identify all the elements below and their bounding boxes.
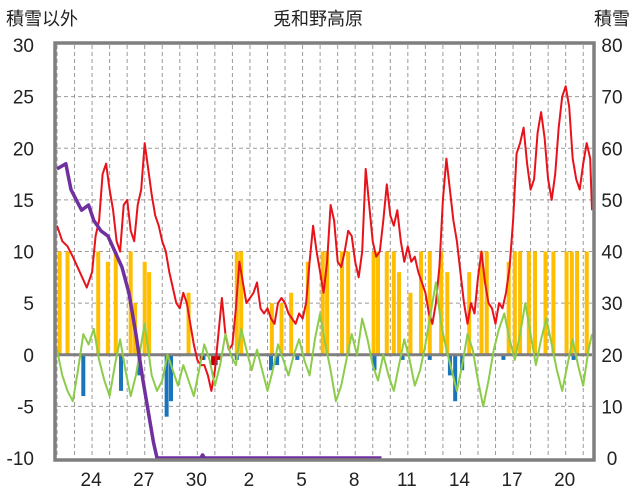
y-tick-label-left: -10	[7, 449, 34, 470]
right-axis-label: 積雪	[594, 9, 630, 30]
y-tick-label-right: 70	[601, 88, 622, 109]
bar	[211, 354, 216, 366]
bar	[439, 251, 444, 355]
bar	[584, 251, 589, 355]
bar	[295, 354, 300, 360]
bar	[164, 354, 169, 417]
bar	[445, 272, 450, 355]
x-tick-label: 2	[244, 470, 255, 491]
y-tick-label-right: 60	[601, 139, 622, 160]
bar	[147, 272, 152, 355]
bar	[305, 261, 310, 355]
series-line	[56, 85, 593, 392]
bar	[427, 251, 432, 355]
bar	[484, 251, 489, 355]
bar	[325, 251, 330, 355]
x-tick-label: 20	[554, 470, 575, 491]
bar	[397, 272, 402, 355]
bar	[81, 354, 86, 397]
y-tick-label-right: 80	[601, 36, 622, 57]
x-tick-label: 8	[349, 470, 360, 491]
bar	[418, 251, 423, 355]
bar	[113, 251, 118, 355]
y-tick-label-left: 25	[13, 88, 34, 109]
x-tick-label: 30	[186, 470, 207, 491]
series-line	[56, 161, 382, 460]
y-tick-label-left: 15	[13, 191, 34, 212]
x-axis-ticks: 24 27 30 2 5 8 11 14 17 20	[81, 470, 576, 491]
bar	[57, 251, 62, 355]
bar	[275, 354, 280, 366]
y-tick-label-left: 5	[23, 294, 34, 315]
y-tick-label-right: 50	[601, 191, 622, 212]
bar	[96, 251, 101, 355]
bar	[186, 292, 191, 355]
y-tick-label-left: 30	[13, 36, 34, 57]
bar	[119, 354, 124, 391]
line-series-layer	[56, 85, 593, 460]
bar	[65, 251, 70, 355]
bar	[372, 354, 377, 371]
y-tick-label-left: 10	[13, 243, 34, 264]
bar	[479, 251, 484, 355]
bar	[543, 251, 548, 355]
bar	[408, 292, 413, 355]
bar	[391, 251, 396, 355]
x-tick-label: 24	[81, 470, 103, 491]
bar	[279, 303, 284, 355]
bar	[427, 354, 432, 360]
plot-frame	[53, 41, 596, 462]
bar	[564, 251, 569, 355]
left-y-axis-ticks: -10 -5 0 5 10 15 20 25 30	[7, 36, 34, 470]
bar	[571, 354, 576, 360]
x-tick-label: 11	[397, 470, 417, 491]
bar	[376, 251, 380, 355]
bar	[239, 251, 244, 355]
x-tick-label: 5	[296, 470, 307, 491]
bar	[346, 251, 351, 355]
bar	[506, 261, 511, 355]
bar	[340, 251, 345, 355]
bar	[105, 261, 110, 355]
bar	[512, 251, 517, 355]
bar	[569, 251, 574, 355]
series-line	[56, 281, 593, 408]
bar	[269, 354, 273, 371]
bar	[453, 354, 458, 402]
right-y-axis-ticks: 0 10 20 30 40 50 60 70 80	[601, 36, 622, 470]
y-tick-label-right: 30	[601, 294, 622, 315]
chart-title: 兎和野高原	[273, 9, 363, 30]
bar	[320, 251, 325, 355]
bar	[371, 251, 376, 355]
bar	[518, 251, 523, 355]
bar	[216, 354, 221, 360]
x-tick-label: 17	[501, 470, 522, 491]
bar	[289, 292, 294, 355]
bar	[169, 354, 174, 402]
y-tick-label-right: 0	[607, 449, 618, 470]
bar	[269, 303, 274, 355]
y-tick-label-left: 0	[23, 346, 34, 367]
bar	[501, 354, 506, 360]
bar	[575, 251, 580, 355]
x-tick-label: 14	[449, 470, 471, 491]
bar	[384, 251, 389, 355]
left-axis-label: 積雪以外	[6, 9, 78, 30]
y-tick-label-left: -5	[17, 397, 34, 418]
x-tick-label: 27	[133, 470, 154, 491]
bar	[526, 251, 531, 355]
bar	[400, 354, 405, 360]
y-tick-label-right: 20	[601, 346, 622, 367]
y-tick-label-left: 20	[13, 139, 34, 160]
y-tick-label-right: 10	[601, 397, 622, 418]
bar	[532, 251, 537, 355]
bar	[551, 251, 556, 355]
y-tick-label-right: 40	[601, 243, 622, 264]
bar	[142, 261, 147, 355]
